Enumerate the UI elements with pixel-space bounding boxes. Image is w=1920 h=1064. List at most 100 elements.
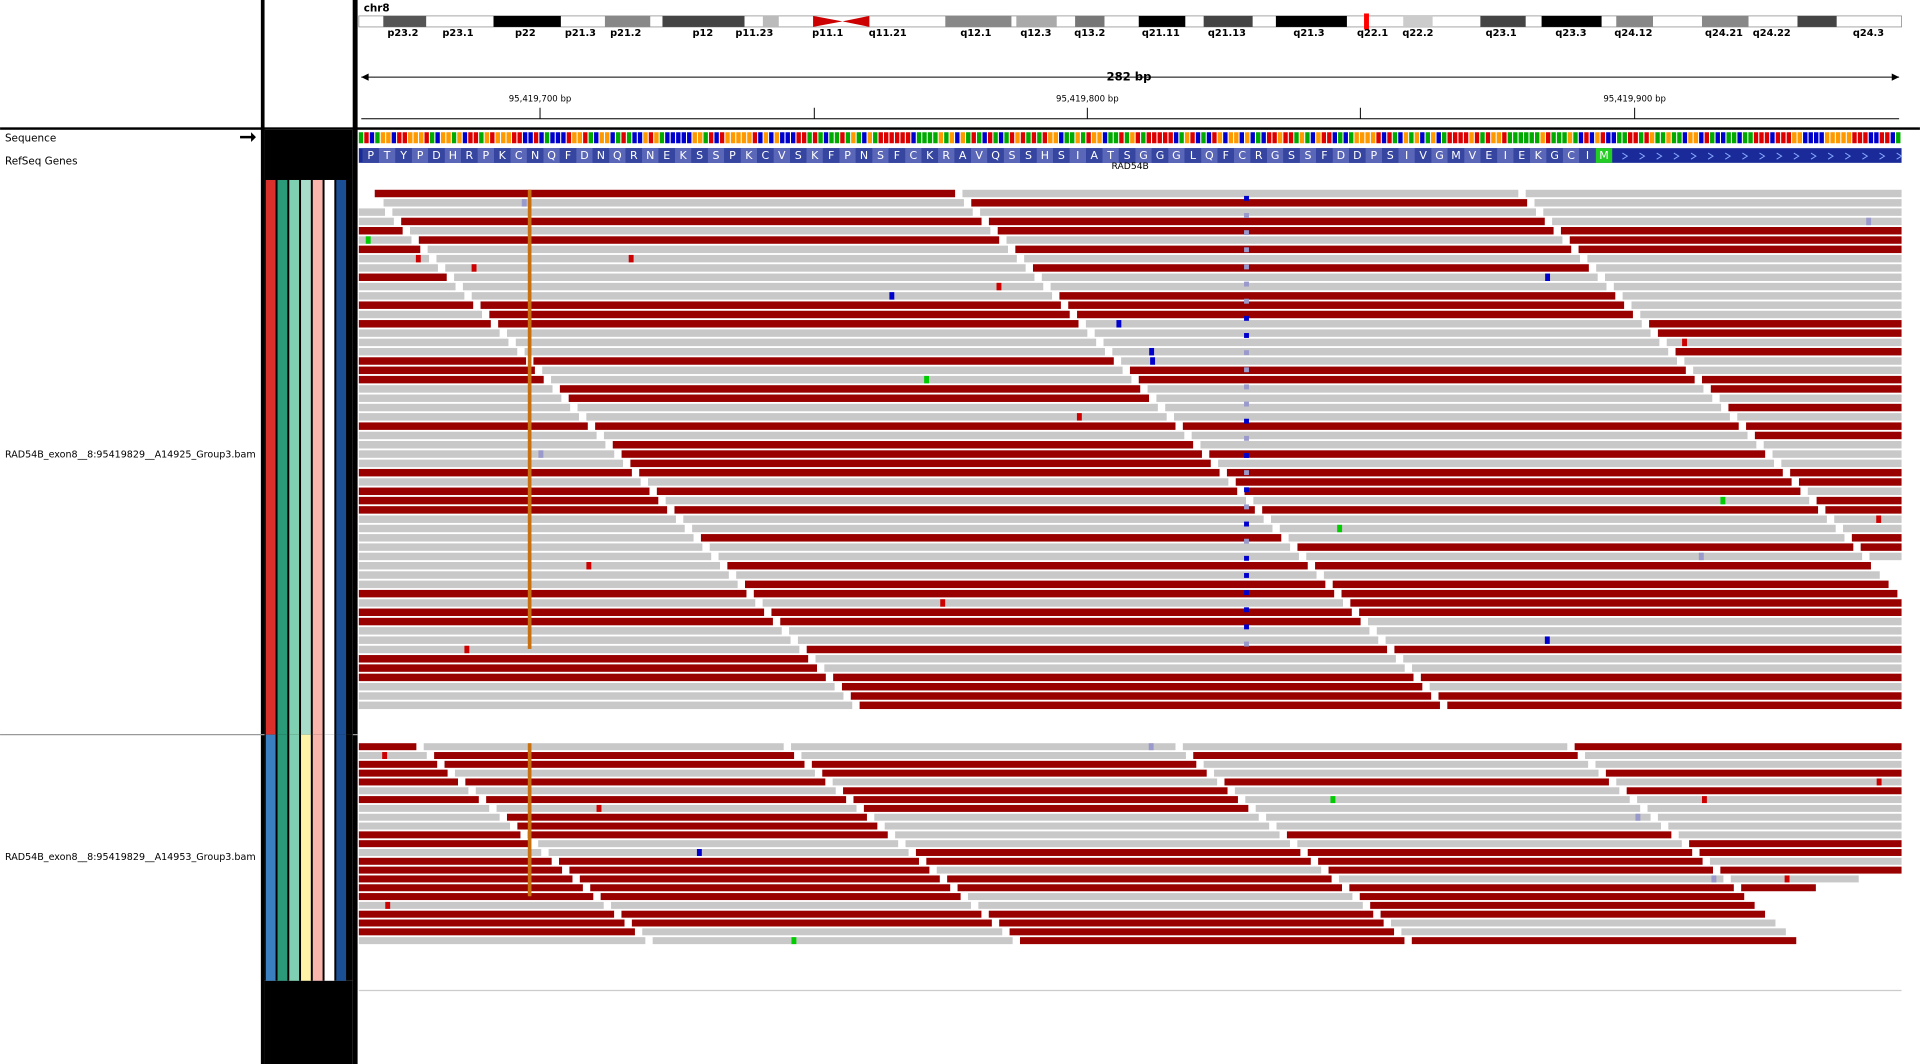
base: [998, 132, 1004, 144]
read: [1578, 245, 1902, 254]
base: [1545, 132, 1551, 144]
read: [358, 422, 588, 430]
read: [1041, 273, 1598, 281]
read: [358, 571, 729, 579]
base: [566, 132, 572, 144]
read: [454, 769, 815, 777]
read: [358, 804, 490, 812]
amino-acid: S: [1058, 149, 1065, 162]
base: [834, 132, 840, 144]
read: [358, 589, 747, 598]
base: [818, 132, 823, 144]
codon: [1201, 148, 1218, 163]
read: [1218, 459, 1774, 468]
base: [856, 132, 862, 144]
codon: [1529, 148, 1547, 163]
read: [358, 901, 604, 909]
base: [1157, 132, 1162, 144]
base: [561, 132, 566, 144]
read: [791, 743, 1176, 751]
read: [496, 804, 857, 812]
base: [1628, 132, 1633, 144]
read: [358, 366, 535, 375]
base: [1737, 132, 1742, 144]
read: [1244, 487, 1801, 496]
read: [1860, 543, 1902, 551]
base: [867, 132, 872, 144]
base: [1775, 132, 1781, 144]
read: [358, 273, 447, 281]
attribute-cell: [277, 179, 288, 735]
base: [1048, 132, 1053, 144]
read: [780, 617, 1361, 626]
attribute-cell: [312, 734, 323, 981]
read: [358, 919, 625, 927]
base: [1753, 132, 1759, 144]
read: [621, 910, 982, 918]
read: [1068, 301, 1625, 309]
insertion-column: [527, 743, 532, 897]
read: [358, 236, 412, 244]
base: [1163, 132, 1168, 144]
base: [435, 132, 440, 144]
mismatch: [385, 901, 391, 909]
base: [1731, 132, 1737, 144]
read: [498, 320, 1079, 328]
codon: [740, 148, 758, 163]
cytoband: [1275, 15, 1347, 27]
base: [446, 132, 451, 144]
read: [358, 928, 635, 936]
mismatch: [1244, 435, 1249, 441]
amino-acid: S: [1009, 149, 1016, 162]
mismatch: [1330, 796, 1336, 804]
mismatch: [1244, 521, 1249, 527]
read: [1182, 743, 1568, 751]
mismatch: [1244, 401, 1249, 407]
base: [468, 132, 473, 144]
base: [889, 132, 894, 144]
base: [1480, 132, 1485, 144]
read: [445, 264, 1026, 272]
read: [1843, 524, 1902, 533]
chromosome-name: chr8: [364, 3, 390, 15]
amino-acid: K: [1535, 149, 1543, 162]
read: [517, 822, 878, 830]
read: [358, 617, 773, 626]
attribute-footer: [264, 980, 353, 1064]
amino-acid: P: [844, 149, 851, 162]
codon: [1431, 148, 1448, 163]
read: [1616, 778, 1902, 786]
amino-acid: F: [1223, 149, 1229, 162]
base: [1294, 132, 1299, 144]
cytoband-label: p21.2: [610, 28, 641, 39]
read: [1657, 329, 1902, 337]
read: [1191, 431, 1748, 440]
base: [1370, 132, 1376, 144]
base: [364, 132, 369, 144]
read: [1156, 394, 1713, 402]
read: [762, 599, 1343, 607]
cytoband-label: q24.3: [1853, 28, 1884, 39]
base: [1513, 132, 1518, 144]
base: [1420, 132, 1425, 144]
mismatch: [1244, 641, 1249, 647]
intron-arrow: [1827, 152, 1834, 160]
intron-arrow: [1896, 152, 1903, 160]
read: [358, 599, 756, 607]
read: [358, 645, 800, 654]
read: [978, 901, 1363, 909]
strand-arrow[interactable]: [240, 132, 256, 143]
cytoband: [383, 15, 427, 27]
read: [1699, 848, 1902, 856]
base: [1272, 132, 1277, 144]
codon: [1595, 148, 1613, 163]
read: [358, 655, 809, 663]
cytoband: [1138, 15, 1186, 27]
read: [1121, 357, 1678, 365]
read: [1390, 919, 1776, 927]
amino-acid: P: [1370, 149, 1377, 162]
cytoband-label: p23.1: [442, 28, 473, 39]
read: [358, 431, 597, 440]
read: [1403, 655, 1902, 663]
read: [1587, 254, 1902, 263]
